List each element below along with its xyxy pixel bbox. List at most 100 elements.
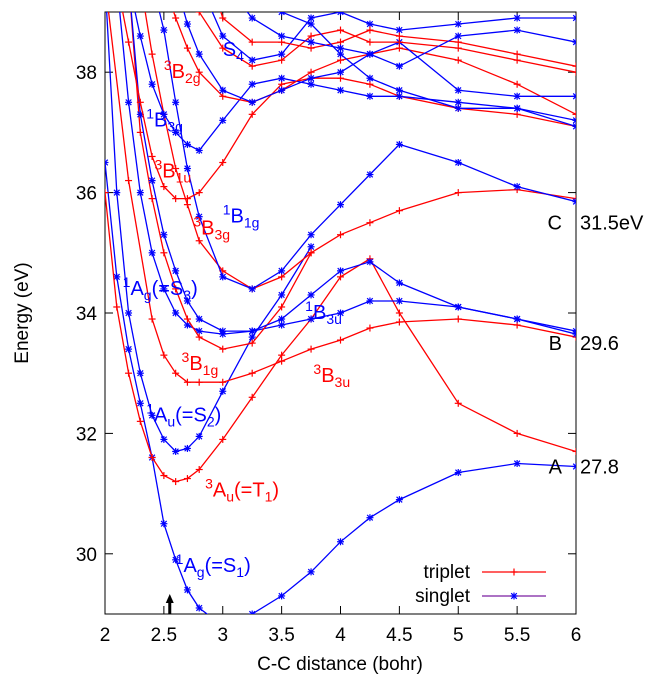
- data-point: [183, 475, 191, 483]
- data-point: [572, 38, 576, 46]
- data-point: [307, 80, 315, 88]
- data-point: [183, 444, 191, 452]
- data-point: [337, 26, 344, 34]
- data-point: [125, 38, 133, 46]
- data-point: [513, 321, 521, 329]
- data-point: [136, 98, 144, 106]
- data-point: [172, 369, 180, 377]
- state-label-sub: g: [197, 564, 205, 580]
- y-tick-label: 32: [76, 424, 97, 445]
- series-singlet-16: [246, 12, 576, 70]
- state-label-post: (=S: [175, 404, 207, 426]
- data-point: [172, 478, 180, 486]
- state-label-sub: 4: [236, 48, 244, 64]
- legend-marker: [510, 592, 518, 600]
- data-point: [219, 86, 227, 94]
- data-point: [183, 140, 191, 148]
- state-label-pre: 3: [154, 157, 162, 173]
- data-point: [366, 297, 374, 305]
- data-point: [136, 399, 144, 407]
- data-point: [278, 56, 286, 64]
- state-label-pre: 1: [223, 202, 231, 218]
- data-point: [572, 447, 576, 455]
- x-tick-label: 5: [453, 625, 464, 646]
- data-point: [278, 80, 286, 88]
- data-point: [307, 38, 315, 46]
- x-tick-label: 4.5: [386, 625, 412, 646]
- legend-label: singlet: [415, 586, 471, 607]
- data-point: [172, 285, 180, 293]
- data-point: [125, 177, 133, 185]
- series-triplet-7: [144, 12, 576, 293]
- state-label-base: A: [213, 480, 227, 502]
- state-label-sub: 3u: [335, 374, 351, 390]
- series-line: [122, 12, 576, 200]
- data-point: [248, 110, 256, 118]
- state-label-sub: u: [167, 413, 175, 429]
- state-label-end: ): [244, 555, 251, 577]
- data-point: [366, 26, 374, 34]
- data-point: [160, 435, 168, 443]
- data-point: [454, 56, 462, 64]
- state-letter-label: B: [549, 333, 562, 355]
- state-label: S4: [223, 39, 244, 64]
- state-label: 3B3g: [193, 214, 230, 243]
- data-point: [219, 116, 227, 124]
- data-point: [160, 472, 168, 480]
- data-point: [172, 98, 180, 106]
- data-point: [395, 279, 403, 287]
- data-point: [248, 327, 256, 335]
- state-label: 1B1g: [223, 202, 260, 231]
- data-point: [248, 610, 256, 614]
- data-point: [278, 86, 286, 94]
- data-point: [337, 50, 344, 58]
- data-point: [307, 74, 315, 82]
- y-axis-label: Energy (eV): [12, 262, 33, 363]
- data-point: [125, 98, 133, 106]
- series-line: [144, 12, 576, 290]
- state-label: 3B3u: [313, 361, 350, 390]
- data-point: [513, 80, 521, 88]
- data-point: [278, 321, 286, 329]
- state-label-base: B: [162, 161, 175, 183]
- data-point: [219, 378, 227, 386]
- state-label-sub: 2g: [185, 70, 201, 86]
- state-label-pre: 1: [123, 274, 131, 290]
- data-point: [513, 50, 521, 58]
- data-point: [395, 496, 403, 504]
- data-point: [183, 44, 191, 52]
- series-singlet-14: [211, 12, 576, 64]
- data-point: [572, 122, 576, 130]
- data-point: [219, 327, 227, 335]
- state-label: 3Au(=T1): [205, 476, 279, 505]
- state-label-sub: 3u: [326, 311, 342, 327]
- data-point: [454, 38, 462, 46]
- data-point: [148, 80, 156, 88]
- data-point: [337, 267, 344, 275]
- state-label-base: B: [313, 302, 326, 324]
- data-point: [195, 50, 203, 58]
- data-point: [278, 38, 286, 46]
- data-point: [172, 309, 180, 317]
- data-point: [160, 249, 168, 257]
- data-point: [278, 74, 286, 82]
- data-point: [513, 460, 521, 467]
- data-point: [513, 183, 521, 191]
- series-singlet-17: [278, 12, 576, 130]
- data-point: [148, 152, 156, 160]
- data-point: [172, 14, 180, 22]
- state-label-pre: 1: [146, 105, 154, 121]
- data-point: [136, 417, 144, 425]
- data-point: [395, 62, 403, 70]
- data-point: [195, 146, 203, 154]
- data-point: [219, 32, 227, 40]
- series-line: [158, 12, 576, 290]
- data-point: [395, 140, 403, 148]
- state-label-pre: 3: [193, 214, 201, 230]
- data-point: [195, 333, 203, 341]
- x-tick-label: 3.5: [268, 625, 294, 646]
- data-point: [113, 273, 121, 281]
- data-point: [219, 435, 227, 443]
- data-point: [366, 92, 374, 100]
- data-point: [195, 432, 203, 440]
